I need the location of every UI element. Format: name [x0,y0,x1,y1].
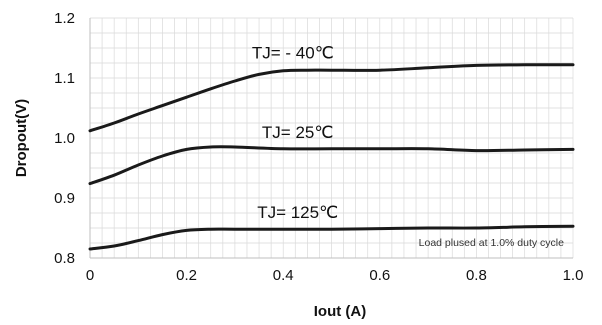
x-tick-label: 0.2 [176,267,197,284]
series-line-3 [88,224,575,251]
y-axis-title: Dropout(V) [13,99,30,177]
x-tick-label: 0.8 [466,267,487,284]
annotation-note: Load plused at 1.0% duty cycle [419,237,565,249]
axes [89,18,573,259]
y-tick-label: 0.9 [54,190,75,207]
series-label-3: TJ= 125℃ [257,203,338,222]
x-axis-title: Iout (A) [314,303,366,320]
series-label-2: TJ= 25℃ [262,123,334,142]
y-tick-label: 1.2 [54,10,75,27]
x-tick-label: 0 [86,267,94,284]
grid [89,17,574,259]
x-tick-label: 0.4 [273,267,294,284]
y-tick-label: 0.8 [54,250,75,267]
series-group [88,63,575,251]
y-tick-label: 1.0 [54,130,75,147]
x-tick-label: 0.6 [369,267,390,284]
series-line-2 [88,145,575,186]
series-label-1: TJ= - 40℃ [252,44,334,63]
series-line-1 [88,63,575,133]
labels: 0 0.2 0.4 0.6 0.8 1.0 0.8 0.9 1.0 1.1 1.2 TJ= - 40℃… [54,10,583,284]
y-tick-label: 1.1 [54,70,75,87]
x-tick-label: 1.0 [563,267,584,284]
